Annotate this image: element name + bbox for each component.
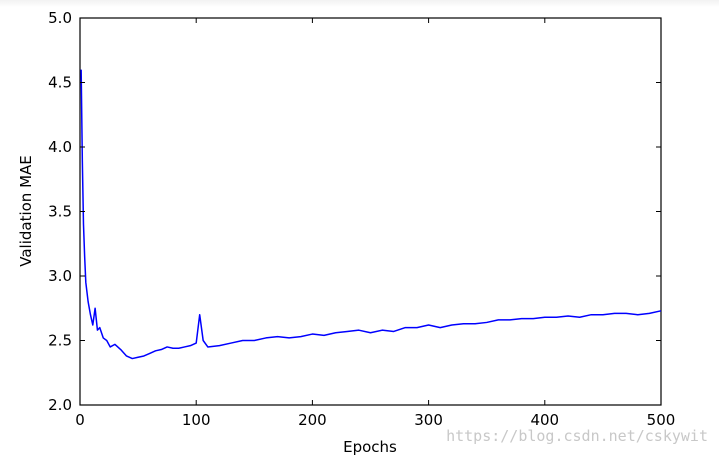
- y-tick-label: 3.0: [48, 267, 72, 285]
- watermark-text: https://blog.csdn.net/cskywit: [446, 427, 708, 445]
- series-line-0: [80, 69, 662, 360]
- x-tick-label: 0: [75, 411, 85, 429]
- series-lines: [80, 69, 662, 360]
- y-tick-label: 3.5: [48, 203, 72, 221]
- y-tick-label: 4.5: [48, 74, 72, 92]
- y-tick-label: 2.0: [48, 396, 72, 414]
- x-tick-label: 200: [298, 411, 327, 429]
- y-axis-label: Validation MAE: [17, 155, 35, 267]
- x-tick-label: 500: [647, 411, 676, 429]
- x-tick-label: 100: [182, 411, 211, 429]
- top-shadow-bar: [0, 0, 719, 7]
- y-tick-label: 5.0: [48, 9, 72, 27]
- x-tick-label: 300: [414, 411, 443, 429]
- y-tick-label: 2.5: [48, 332, 72, 350]
- axis-ticks: [79, 17, 662, 406]
- x-axis-label: Epochs: [343, 438, 397, 455]
- tick-labels: 0 100 200 300 400 500 2.0 2.5 3.0 3.5 4.0 4.5 5.0: [48, 9, 675, 429]
- y-tick-label: 4.0: [48, 138, 72, 156]
- x-tick-label: 400: [530, 411, 559, 429]
